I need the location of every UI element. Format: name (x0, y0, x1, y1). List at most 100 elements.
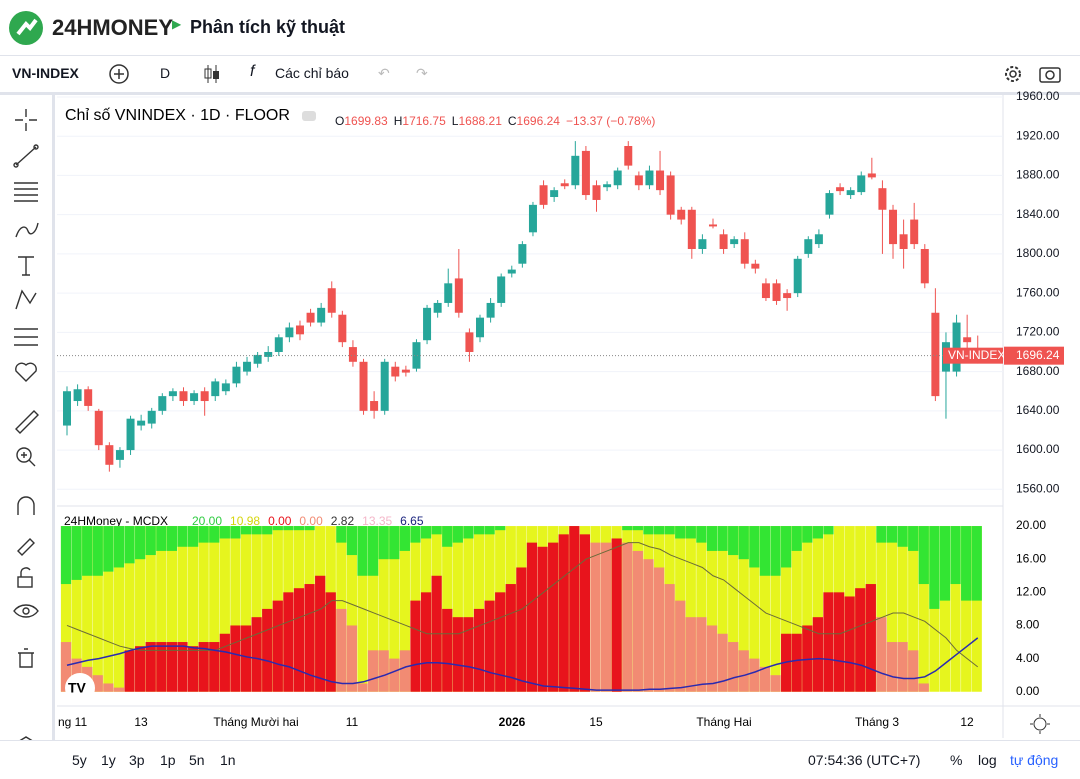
yellow-bar (452, 526, 463, 692)
magnet-tool[interactable] (17, 496, 35, 515)
indicator-legend-value: 13.35 (362, 514, 392, 528)
symbol[interactable]: VN-INDEX (12, 65, 79, 81)
ohlc-value: 1696.24 (517, 114, 561, 128)
red-bar (124, 650, 135, 692)
red-bar (484, 600, 495, 692)
brand[interactable]: 24HMONEY (52, 15, 174, 40)
redo-button[interactable]: ↷ (416, 65, 428, 81)
candle-body (846, 190, 855, 196)
yellow-bar (908, 526, 919, 692)
green-bar (209, 526, 220, 543)
range-button[interactable]: 1n (220, 752, 236, 768)
red-bar (452, 617, 463, 692)
line-tool[interactable] (13, 144, 39, 168)
settings-button[interactable] (1002, 63, 1024, 85)
scale-option[interactable]: log (978, 752, 997, 768)
undo-button[interactable]: ↶ (378, 65, 390, 81)
green-bar (60, 526, 72, 585)
green-bar (82, 526, 93, 576)
zoom-tool[interactable] (16, 447, 36, 467)
red-bar (600, 542, 612, 692)
collapse-button[interactable] (302, 111, 316, 121)
red-bar (918, 683, 929, 692)
red-bar (823, 592, 834, 692)
red-bar (696, 617, 707, 692)
candle-body (740, 239, 749, 264)
snapshot-button[interactable] (1038, 63, 1062, 85)
indicators-button[interactable]: Các chỉ báo (275, 65, 349, 81)
prediction-tool[interactable] (14, 328, 38, 346)
scale-option[interactable]: tự động (1010, 752, 1059, 768)
ohlc-value: 1699.83 (344, 114, 388, 128)
green-bar (71, 526, 82, 580)
brush-tool[interactable] (15, 222, 39, 238)
tool-icons (13, 109, 39, 750)
red-bar (187, 646, 199, 692)
yellow-bar (336, 526, 347, 692)
candle-body (84, 389, 93, 406)
green-bar (156, 526, 167, 551)
candle-body (359, 361, 368, 411)
candle-body (200, 391, 209, 402)
candle-body (677, 209, 686, 220)
favorites-tool[interactable] (15, 362, 37, 382)
candle-body (571, 155, 580, 186)
green-bar (664, 526, 675, 535)
green-bar (378, 526, 389, 560)
lock-draw-tool[interactable] (17, 538, 35, 556)
pattern-tool[interactable] (15, 289, 37, 310)
candle-body (137, 420, 146, 426)
candle-body (168, 391, 177, 397)
y-tick-label: 1600.00 (1016, 442, 1060, 456)
yellow-bar (473, 526, 485, 692)
green-bar (368, 526, 379, 576)
green-bar (728, 526, 739, 556)
green-bar (918, 526, 929, 585)
x-tick-label: 13 (134, 715, 148, 729)
yellow-bar (240, 526, 252, 692)
green-bar (791, 526, 802, 551)
indicator-legend-value: 0.00 (268, 514, 292, 528)
y-tick-label: 1560.00 (1016, 481, 1060, 495)
delete-tool[interactable] (18, 648, 34, 668)
chart-style-button[interactable] (202, 63, 222, 85)
red-bar (516, 567, 527, 692)
y-tick-label: 1640.00 (1016, 403, 1060, 417)
red-bar (728, 642, 739, 692)
candle-body (878, 188, 887, 210)
measure-tool[interactable] (15, 410, 39, 434)
compare-button[interactable] (108, 63, 130, 85)
yellow-bar (135, 526, 146, 692)
candle-body (867, 173, 876, 178)
green-bar (113, 526, 125, 568)
range-button[interactable]: 1y (101, 752, 116, 768)
candle-body (211, 381, 220, 397)
y-tick-label: 1800.00 (1016, 246, 1060, 260)
candle-body (666, 175, 675, 215)
visibility-tool[interactable] (13, 604, 39, 618)
fib-tool[interactable] (14, 182, 38, 202)
red-bar (399, 650, 410, 692)
lock-tool[interactable] (17, 567, 33, 588)
range-button[interactable]: 5n (189, 752, 205, 768)
range-button[interactable]: 3p (129, 752, 145, 768)
text-tool[interactable] (18, 256, 34, 276)
red-bar (357, 683, 368, 692)
green-bar (781, 526, 792, 568)
range-button[interactable]: 5y (72, 752, 87, 768)
candle-body (889, 209, 898, 245)
red-bar (60, 642, 72, 692)
interval[interactable]: D (160, 65, 171, 81)
red-bar (706, 625, 718, 692)
candle-body (539, 185, 548, 205)
range-button[interactable]: 1p (160, 752, 176, 768)
axis-settings[interactable] (1030, 714, 1050, 734)
last-label: VN-INDEX (948, 348, 1005, 362)
scale-option[interactable]: % (950, 752, 963, 768)
red-bar (759, 666, 771, 692)
red-bar (886, 642, 898, 692)
candle-body (147, 410, 156, 424)
yellow-bar (738, 526, 749, 692)
yellow-bar (749, 526, 760, 692)
crosshair-tool[interactable] (15, 109, 37, 131)
